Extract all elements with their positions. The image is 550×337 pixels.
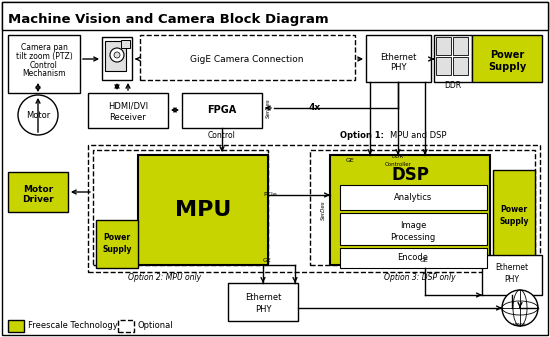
Bar [140, 35, 355, 80]
Text: Control: Control [30, 61, 58, 69]
Text: Supply: Supply [488, 62, 526, 72]
Bar [121, 40, 130, 48]
Text: PHY: PHY [504, 275, 520, 283]
Bar [93, 150, 268, 265]
Text: Option 1:: Option 1: [340, 131, 384, 141]
Bar [330, 155, 490, 265]
Bar [453, 37, 468, 55]
Text: Option 3: DSP only: Option 3: DSP only [384, 274, 456, 282]
Bar [88, 145, 540, 272]
Text: Power: Power [490, 50, 524, 60]
Text: Freescale Technology: Freescale Technology [28, 321, 118, 331]
Text: Ethernet: Ethernet [496, 264, 529, 273]
Text: Encode: Encode [398, 253, 428, 263]
Text: SerDes: SerDes [266, 98, 271, 118]
Bar [340, 213, 487, 245]
Text: Machine Vision and Camera Block Diagram: Machine Vision and Camera Block Diagram [8, 12, 329, 26]
Bar [118, 320, 134, 332]
Text: PHY: PHY [255, 305, 271, 313]
Text: Power: Power [500, 206, 527, 214]
Bar [482, 255, 542, 295]
Text: MPU: MPU [175, 200, 231, 220]
Text: Controller: Controller [384, 161, 411, 166]
Text: 4x: 4x [309, 103, 321, 113]
Text: FPGA: FPGA [207, 105, 236, 115]
Bar [138, 155, 268, 265]
Text: SerDes: SerDes [321, 200, 326, 220]
Circle shape [114, 52, 120, 58]
Text: Ethernet: Ethernet [380, 53, 416, 61]
Text: Mechanism: Mechanism [22, 69, 66, 79]
Text: www: www [513, 323, 527, 328]
Bar [88, 93, 168, 128]
Text: Camera pan: Camera pan [20, 42, 68, 52]
Text: GE: GE [263, 257, 272, 263]
Bar [2, 2, 548, 30]
Text: DDR: DDR [444, 82, 461, 91]
Bar [8, 172, 68, 212]
Text: HDMI/DVI: HDMI/DVI [108, 101, 148, 111]
Text: DSP: DSP [391, 166, 429, 184]
Bar [182, 93, 262, 128]
Bar [340, 185, 487, 210]
Text: Option 2: MPU only: Option 2: MPU only [129, 274, 201, 282]
Text: Analytics: Analytics [394, 192, 432, 202]
Text: Motor: Motor [26, 111, 50, 120]
Text: DDR: DDR [392, 154, 404, 159]
Text: GE: GE [345, 157, 354, 162]
Text: Driver: Driver [22, 195, 54, 205]
Text: Processing: Processing [390, 233, 436, 242]
Text: Optional: Optional [138, 321, 174, 331]
Circle shape [18, 95, 58, 135]
Text: PHY: PHY [390, 63, 406, 72]
Bar [310, 150, 535, 265]
Text: Receiver: Receiver [109, 113, 146, 122]
Circle shape [502, 290, 538, 326]
Bar [434, 35, 472, 82]
Bar [472, 35, 542, 82]
Text: tilt zoom (PTZ): tilt zoom (PTZ) [15, 52, 73, 61]
Text: PCIe: PCIe [263, 192, 277, 197]
Text: Motor: Motor [23, 184, 53, 193]
Circle shape [110, 48, 124, 62]
Text: Supply: Supply [102, 245, 132, 253]
Bar [453, 57, 468, 75]
Bar [366, 35, 431, 82]
Text: GigE Camera Connection: GigE Camera Connection [190, 55, 304, 63]
Text: Power: Power [103, 233, 130, 242]
Bar [436, 37, 451, 55]
Bar [228, 283, 298, 321]
Text: GE: GE [420, 258, 429, 264]
Text: Image: Image [400, 221, 426, 231]
Bar [96, 220, 138, 268]
Text: Ethernet: Ethernet [245, 293, 281, 302]
Bar [436, 57, 451, 75]
Bar [340, 248, 487, 268]
Bar [102, 37, 132, 80]
Bar [105, 41, 126, 71]
Text: MPU and DSP: MPU and DSP [390, 131, 447, 141]
Bar [8, 35, 80, 93]
Bar [493, 170, 535, 268]
Text: Supply: Supply [499, 217, 529, 226]
Bar [8, 320, 24, 332]
Text: Control: Control [208, 131, 236, 141]
